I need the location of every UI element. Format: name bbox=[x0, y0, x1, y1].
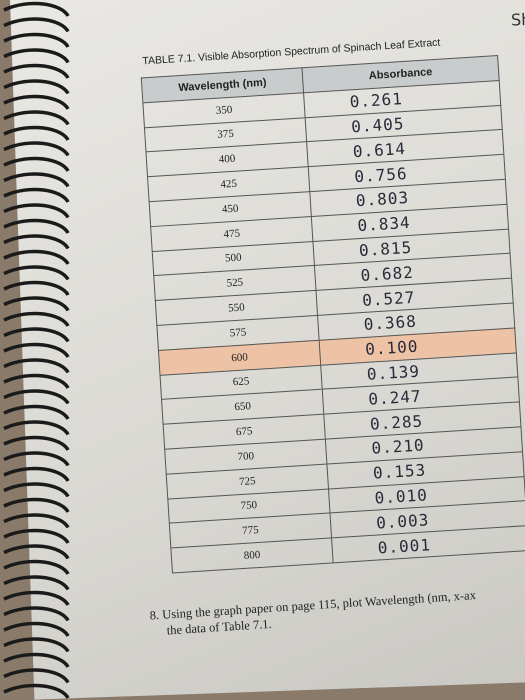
coil bbox=[3, 48, 70, 64]
coil bbox=[3, 668, 70, 684]
coil bbox=[3, 327, 70, 343]
instruction-line: Using the graph paper on page 115, plot … bbox=[161, 587, 477, 622]
coil bbox=[3, 590, 70, 607]
coil bbox=[3, 373, 70, 390]
coil bbox=[3, 249, 70, 266]
table: Wavelength (nm) Absorbance 350 0.261 375 0.… bbox=[141, 55, 525, 573]
coil bbox=[3, 420, 70, 436]
coil bbox=[3, 621, 70, 638]
coil bbox=[3, 466, 70, 483]
instruction: 8. Using the graph paper on page 115, pl… bbox=[149, 587, 477, 639]
coil bbox=[3, 451, 70, 467]
item-number: 8. bbox=[149, 607, 160, 623]
coil bbox=[3, 94, 70, 111]
coil bbox=[3, 110, 70, 126]
coil bbox=[3, 559, 70, 576]
coil bbox=[3, 497, 70, 514]
coil bbox=[3, 17, 70, 33]
coil bbox=[3, 683, 70, 700]
coil bbox=[3, 652, 70, 669]
coil bbox=[3, 63, 70, 80]
spiral-binding bbox=[3, 1, 70, 700]
coil bbox=[3, 544, 70, 560]
coil bbox=[3, 528, 70, 545]
coil bbox=[3, 187, 70, 204]
coil bbox=[3, 203, 70, 219]
coil bbox=[3, 141, 70, 157]
coil bbox=[3, 156, 70, 173]
coil bbox=[3, 513, 70, 529]
coil bbox=[3, 358, 70, 374]
coil bbox=[3, 296, 70, 312]
coil bbox=[3, 342, 70, 359]
coil bbox=[3, 575, 70, 591]
coil bbox=[3, 280, 70, 297]
coil bbox=[3, 218, 70, 235]
coil bbox=[3, 606, 70, 622]
coil bbox=[3, 311, 70, 328]
coil bbox=[3, 435, 70, 452]
coil bbox=[3, 1, 70, 18]
coil bbox=[3, 234, 70, 250]
corner-text: Sh bbox=[510, 9, 525, 30]
coil bbox=[3, 389, 70, 405]
coil bbox=[3, 482, 70, 498]
coil bbox=[3, 32, 70, 49]
coil bbox=[3, 172, 70, 188]
coil bbox=[3, 637, 70, 653]
coil bbox=[3, 79, 70, 95]
coil bbox=[3, 404, 70, 421]
coil bbox=[3, 265, 70, 281]
coil bbox=[3, 125, 70, 142]
